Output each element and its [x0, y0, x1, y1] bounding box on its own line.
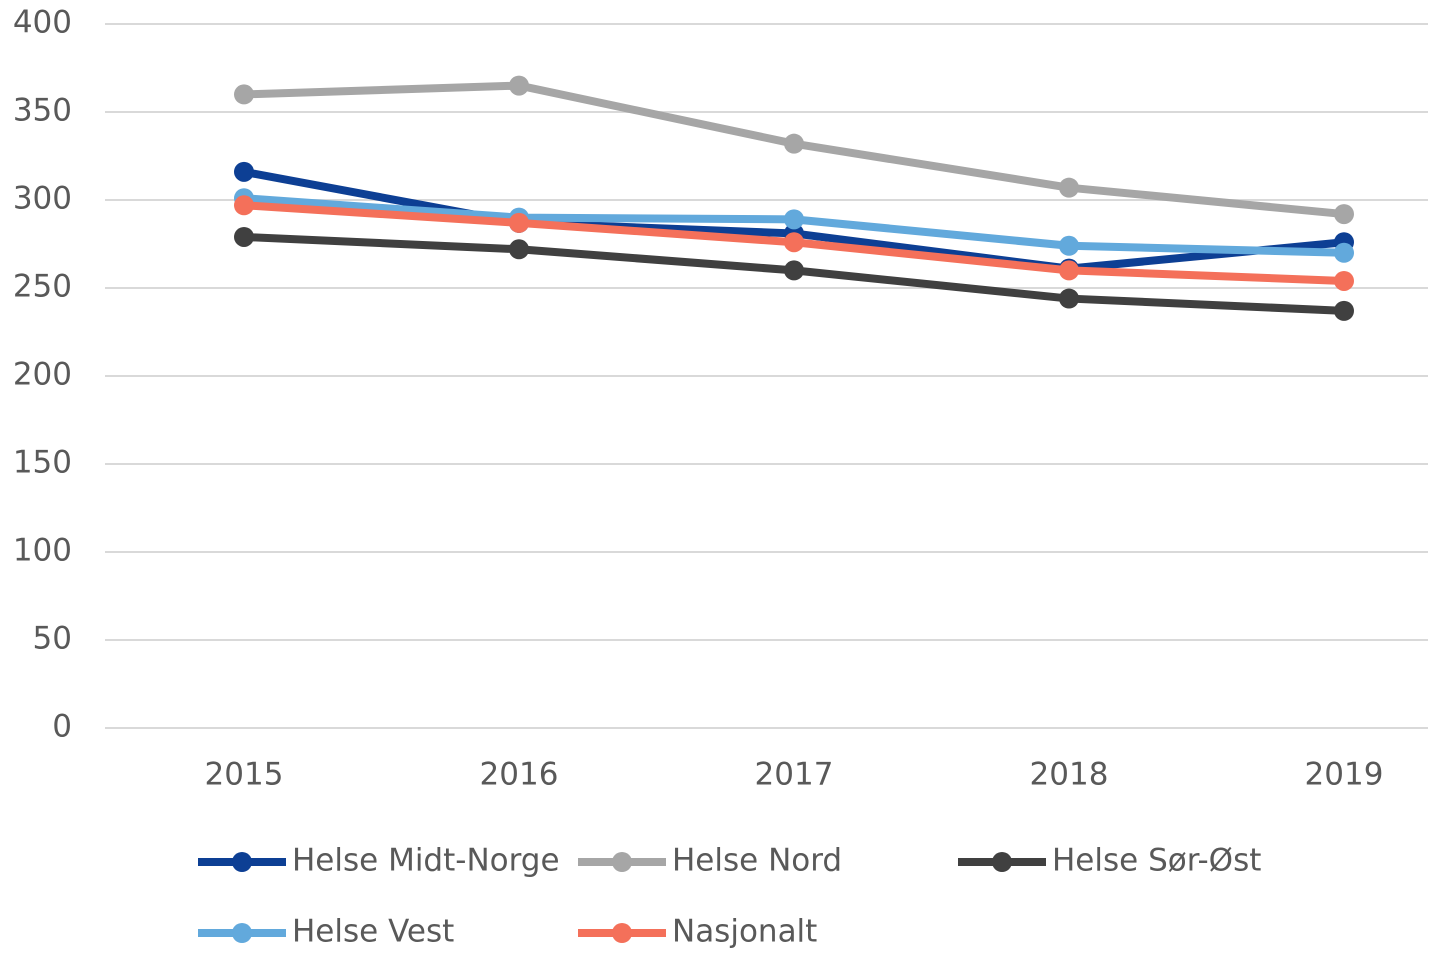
legend-marker — [232, 923, 252, 943]
y-tick-label: 350 — [13, 93, 72, 129]
data-point — [234, 161, 254, 182]
data-point — [1059, 260, 1079, 281]
y-tick-label: 250 — [13, 269, 72, 305]
y-tick-label: 400 — [13, 5, 72, 41]
data-point — [784, 209, 804, 230]
y-tick-label: 100 — [13, 533, 72, 569]
x-tick-label: 2018 — [1030, 757, 1109, 793]
y-tick-label: 0 — [52, 709, 72, 745]
legend-marker — [232, 852, 252, 872]
data-point — [784, 260, 804, 281]
data-point — [1059, 177, 1079, 198]
legend-marker — [612, 923, 632, 943]
x-tick-label: 2015 — [205, 757, 284, 793]
legend-marker — [992, 852, 1012, 872]
data-point — [1059, 288, 1079, 309]
data-point — [509, 212, 529, 233]
data-point — [1334, 242, 1354, 263]
legend-label: Nasjonalt — [672, 914, 817, 950]
x-tick-label: 2016 — [480, 757, 559, 793]
y-tick-label: 300 — [13, 181, 72, 217]
data-point — [784, 232, 804, 253]
x-tick-label: 2017 — [755, 757, 834, 793]
data-point — [1059, 235, 1079, 256]
legend-marker — [612, 852, 632, 872]
legend-label: Helse Sør-Øst — [1052, 843, 1261, 879]
y-tick-label: 150 — [13, 445, 72, 481]
legend-label: Helse Midt-Norge — [292, 843, 560, 879]
data-point — [1334, 204, 1354, 225]
data-point — [1334, 270, 1354, 291]
data-point — [234, 195, 254, 216]
legend-label: Helse Nord — [672, 843, 842, 879]
y-tick-label: 50 — [33, 621, 72, 657]
data-point — [234, 84, 254, 105]
data-point — [784, 133, 804, 154]
data-point — [509, 75, 529, 96]
data-point — [509, 239, 529, 260]
data-point — [234, 226, 254, 247]
legend-label: Helse Vest — [292, 914, 454, 950]
x-tick-label: 2019 — [1305, 757, 1384, 793]
data-point — [1334, 300, 1354, 321]
y-tick-label: 200 — [13, 357, 72, 393]
